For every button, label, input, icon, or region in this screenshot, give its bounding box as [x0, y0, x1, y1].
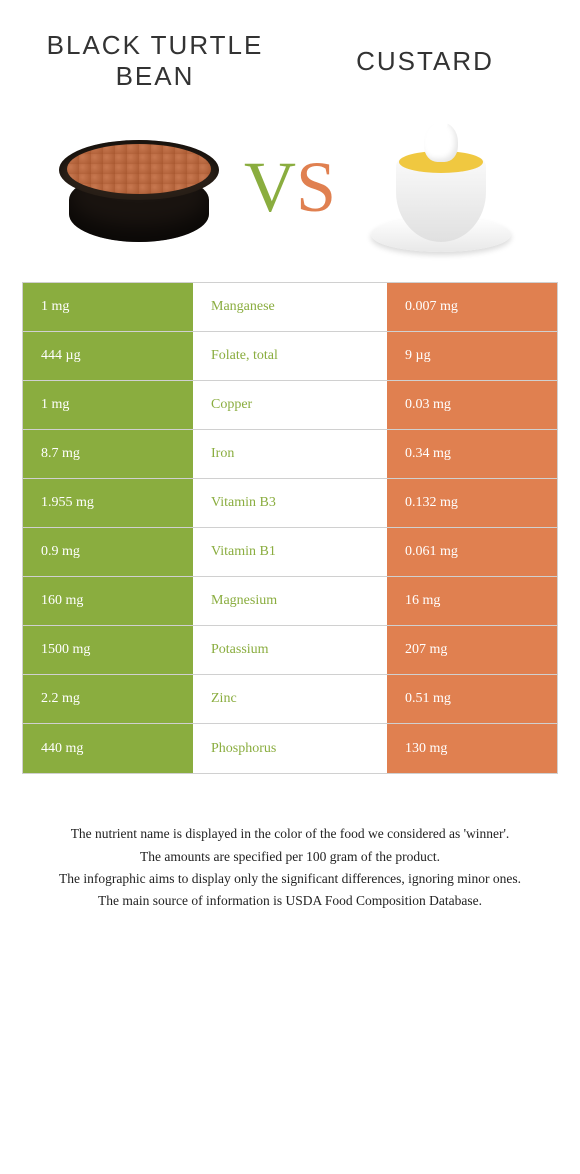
- table-row: 1500 mgPotassium207 mg: [23, 626, 557, 675]
- left-food-image: [54, 122, 224, 252]
- table-row: 0.9 mgVitamin B10.061 mg: [23, 528, 557, 577]
- vs-s: S: [296, 147, 336, 227]
- right-value: 130 mg: [387, 724, 557, 773]
- left-value: 160 mg: [23, 577, 193, 625]
- footer-line: The main source of information is USDA F…: [35, 891, 545, 911]
- left-value: 8.7 mg: [23, 430, 193, 478]
- nutrient-label: Vitamin B3: [193, 479, 387, 527]
- table-row: 1.955 mgVitamin B30.132 mg: [23, 479, 557, 528]
- footer-line: The nutrient name is displayed in the co…: [35, 824, 545, 844]
- right-value: 0.51 mg: [387, 675, 557, 723]
- beans-bowl-icon: [59, 132, 219, 242]
- left-food-title: BLACK TURTLE BEAN: [34, 30, 277, 92]
- right-value: 9 µg: [387, 332, 557, 380]
- table-row: 440 mgPhosphorus130 mg: [23, 724, 557, 773]
- nutrient-label: Magnesium: [193, 577, 387, 625]
- table-row: 8.7 mgIron0.34 mg: [23, 430, 557, 479]
- left-value: 2.2 mg: [23, 675, 193, 723]
- right-value: 0.03 mg: [387, 381, 557, 429]
- left-value: 1500 mg: [23, 626, 193, 674]
- vs-v: V: [244, 147, 296, 227]
- images-row: VS: [0, 112, 580, 282]
- footer-notes: The nutrient name is displayed in the co…: [35, 824, 545, 911]
- right-value: 0.061 mg: [387, 528, 557, 576]
- left-value: 1 mg: [23, 283, 193, 331]
- right-value: 0.132 mg: [387, 479, 557, 527]
- right-value: 16 mg: [387, 577, 557, 625]
- right-food-title: CUSTARD: [304, 46, 547, 77]
- table-row: 444 µgFolate, total9 µg: [23, 332, 557, 381]
- left-value: 1 mg: [23, 381, 193, 429]
- table-row: 2.2 mgZinc0.51 mg: [23, 675, 557, 724]
- nutrient-label: Zinc: [193, 675, 387, 723]
- right-food-image: [356, 122, 526, 252]
- nutrient-label: Manganese: [193, 283, 387, 331]
- left-value: 444 µg: [23, 332, 193, 380]
- vs-label: VS: [244, 146, 336, 229]
- table-row: 1 mgManganese0.007 mg: [23, 283, 557, 332]
- nutrient-label: Phosphorus: [193, 724, 387, 773]
- left-value: 1.955 mg: [23, 479, 193, 527]
- left-value: 440 mg: [23, 724, 193, 773]
- right-value: 0.34 mg: [387, 430, 557, 478]
- nutrient-label: Copper: [193, 381, 387, 429]
- nutrient-table: 1 mgManganese0.007 mg444 µgFolate, total…: [22, 282, 558, 774]
- footer-line: The infographic aims to display only the…: [35, 869, 545, 889]
- nutrient-label: Potassium: [193, 626, 387, 674]
- left-value: 0.9 mg: [23, 528, 193, 576]
- header-row: BLACK TURTLE BEAN CUSTARD: [0, 20, 580, 112]
- footer-line: The amounts are specified per 100 gram o…: [35, 847, 545, 867]
- nutrient-label: Vitamin B1: [193, 528, 387, 576]
- nutrient-label: Folate, total: [193, 332, 387, 380]
- table-row: 160 mgMagnesium16 mg: [23, 577, 557, 626]
- right-value: 0.007 mg: [387, 283, 557, 331]
- custard-cup-icon: [371, 122, 511, 252]
- right-value: 207 mg: [387, 626, 557, 674]
- table-row: 1 mgCopper0.03 mg: [23, 381, 557, 430]
- nutrient-label: Iron: [193, 430, 387, 478]
